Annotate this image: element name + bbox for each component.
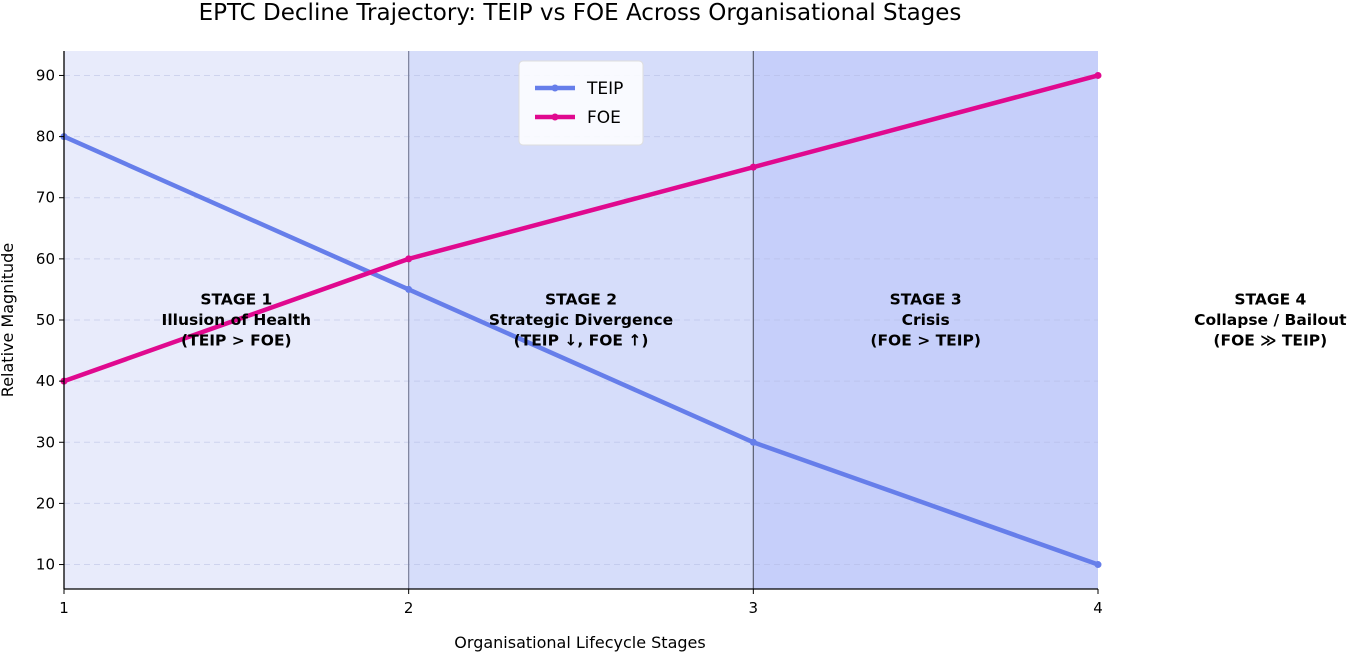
tick-labels: 10 20 30 40 50 60 70 80 90 1 2 3 4 xyxy=(36,66,1103,617)
legend: TEIP FOE xyxy=(518,60,644,146)
stage-label-4: STAGE 4 Collapse / Bailout (FOE ≫ TEIP) xyxy=(1194,291,1347,350)
stage-label-3: STAGE 3 Crisis (FOE > TEIP) xyxy=(870,291,981,350)
y-tick-label-70: 70 xyxy=(36,189,55,207)
stage-label-1-line-3: (TEIP > FOE) xyxy=(181,332,292,350)
data-point-foe-3 xyxy=(749,163,757,171)
stage-band-3 xyxy=(753,51,1098,589)
x-tick-label-2: 2 xyxy=(404,599,414,617)
y-tick-label-30: 30 xyxy=(36,433,55,451)
data-point-teip-2 xyxy=(405,285,413,293)
x-tick-label-3: 3 xyxy=(749,599,759,617)
stage-label-1-line-2: Illusion of Health xyxy=(162,311,312,329)
data-point-teip-3 xyxy=(749,438,757,446)
stage-label-4-line-1: STAGE 4 xyxy=(1234,291,1306,309)
stage-label-1: STAGE 1 Illusion of Health (TEIP > FOE) xyxy=(162,291,312,350)
legend-label-foe: FOE xyxy=(587,108,621,128)
data-point-foe-4 xyxy=(1094,71,1102,79)
stage-label-4-line-2: Collapse / Bailout xyxy=(1194,311,1347,329)
data-series xyxy=(60,71,1102,569)
x-tick-label-4: 4 xyxy=(1093,599,1103,617)
y-axis-label: Relative Magnitude xyxy=(0,243,17,397)
y-tick-label-10: 10 xyxy=(36,556,55,574)
legend-box xyxy=(518,60,644,146)
x-axis-label: Organisational Lifecycle Stages xyxy=(454,633,705,652)
stage-label-2-line-2: Strategic Divergence xyxy=(489,311,673,329)
y-tick-label-90: 90 xyxy=(36,66,55,84)
data-point-teip-4 xyxy=(1094,561,1102,569)
legend-marker-foe xyxy=(551,113,559,121)
series-line-foe xyxy=(63,73,1099,384)
legend-marker-teip xyxy=(551,84,559,92)
stage-dividers xyxy=(408,51,754,589)
y-tick-label-80: 80 xyxy=(36,128,55,146)
stage-label-3-line-2: Crisis xyxy=(902,311,950,329)
y-tick-label-60: 60 xyxy=(36,250,55,268)
stage-label-3-line-1: STAGE 3 xyxy=(890,291,962,309)
stage-label-3-line-3: (FOE > TEIP) xyxy=(870,332,981,350)
legend-label-teip: TEIP xyxy=(586,79,623,99)
stage-label-1-line-1: STAGE 1 xyxy=(200,291,272,309)
stage-annotations: STAGE 1 Illusion of Health (TEIP > FOE)STA… xyxy=(162,291,1348,350)
y-tick-label-50: 50 xyxy=(36,311,55,329)
y-tick-label-40: 40 xyxy=(36,372,55,390)
stage-label-2: STAGE 2 Strategic Divergence (TEIP ↓, FOE … xyxy=(489,291,673,350)
stage-label-4-line-3: (FOE ≫ TEIP) xyxy=(1213,332,1327,350)
x-tick-label-1: 1 xyxy=(59,599,69,617)
chart-title: EPTC Decline Trajectory: TEIP vs FOE Acr… xyxy=(199,0,962,26)
stage-label-2-line-1: STAGE 2 xyxy=(545,291,617,309)
stage-label-2-line-3: (TEIP ↓, FOE ↑) xyxy=(514,332,649,350)
data-point-foe-2 xyxy=(405,255,413,263)
series-line-teip xyxy=(63,134,1099,567)
y-tick-label-20: 20 xyxy=(36,494,55,512)
